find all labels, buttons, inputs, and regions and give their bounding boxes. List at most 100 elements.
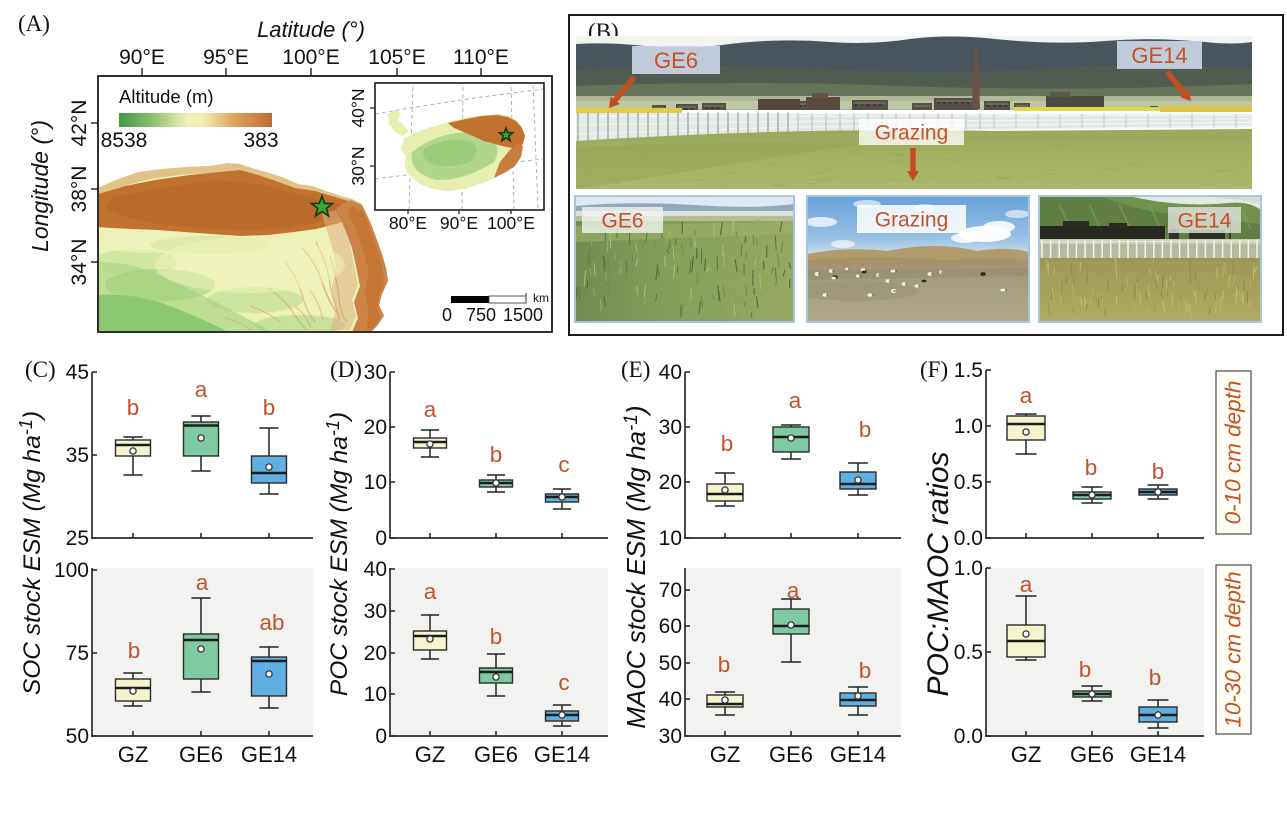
- svg-text:95°E: 95°E: [203, 46, 249, 69]
- svg-text:Longitude (°): Longitude (°): [27, 120, 53, 252]
- svg-text:90°E: 90°E: [119, 46, 165, 69]
- svg-text:42°N: 42°N: [68, 100, 91, 147]
- svg-text:383: 383: [243, 129, 278, 152]
- svg-text:GE14: GE14: [830, 742, 886, 767]
- svg-text:40: 40: [659, 361, 682, 384]
- svg-text:25: 25: [66, 527, 89, 550]
- svg-text:b: b: [1079, 657, 1092, 682]
- svg-text:30°N: 30°N: [348, 146, 368, 185]
- svg-text:40: 40: [364, 558, 387, 581]
- svg-text:(F): (F): [920, 357, 948, 382]
- svg-text:GZ: GZ: [1011, 742, 1042, 767]
- svg-text:b: b: [1149, 665, 1162, 690]
- svg-text:a: a: [196, 570, 209, 595]
- svg-text:b: b: [718, 652, 731, 677]
- svg-text:GE14: GE14: [1178, 210, 1232, 233]
- svg-text:100°E: 100°E: [487, 213, 535, 233]
- svg-text:b: b: [490, 442, 503, 467]
- svg-text:1500: 1500: [503, 305, 543, 325]
- svg-text:40°N: 40°N: [348, 88, 368, 127]
- svg-text:80°E: 80°E: [389, 213, 427, 233]
- svg-text:0-10 cm depth: 0-10 cm depth: [1221, 381, 1246, 525]
- svg-text:b: b: [1152, 459, 1165, 484]
- svg-text:Grazing: Grazing: [875, 209, 949, 232]
- svg-text:b: b: [721, 431, 734, 456]
- svg-text:34°N: 34°N: [68, 239, 91, 286]
- svg-text:b: b: [490, 624, 503, 649]
- svg-text:a: a: [424, 579, 437, 604]
- svg-text:km: km: [533, 291, 549, 305]
- svg-text:b: b: [859, 417, 872, 442]
- svg-text:0.0: 0.0: [954, 725, 983, 748]
- svg-text:38°N: 38°N: [68, 166, 91, 213]
- svg-text:ab: ab: [259, 610, 284, 635]
- svg-text:0.0: 0.0: [954, 527, 983, 550]
- svg-text:10-30 cm depth: 10-30 cm depth: [1221, 571, 1246, 727]
- svg-text:60: 60: [659, 615, 682, 638]
- svg-text:50: 50: [659, 652, 682, 675]
- svg-text:10: 10: [364, 683, 387, 706]
- svg-text:10: 10: [659, 527, 682, 550]
- svg-text:MAOC stock ESM (Mg ha-1): MAOC stock ESM (Mg ha-1): [621, 405, 651, 728]
- svg-text:50: 50: [66, 725, 89, 748]
- svg-text:c: c: [558, 670, 569, 695]
- svg-text:GE6: GE6: [769, 742, 813, 767]
- svg-text:0: 0: [375, 725, 387, 748]
- svg-text:Grazing: Grazing: [875, 122, 949, 145]
- svg-text:Altitude (m): Altitude (m): [119, 86, 214, 107]
- svg-text:GE6: GE6: [474, 742, 518, 767]
- svg-text:POC:MAOC ratios: POC:MAOC ratios: [922, 451, 955, 696]
- svg-text:a: a: [1020, 383, 1033, 408]
- svg-text:0.5: 0.5: [954, 471, 983, 494]
- svg-text:110°E: 110°E: [453, 46, 509, 69]
- svg-text:35: 35: [66, 444, 89, 467]
- svg-text:GE14: GE14: [1130, 742, 1186, 767]
- svg-text:a: a: [1020, 572, 1033, 597]
- svg-text:a: a: [424, 397, 437, 422]
- svg-text:GE6: GE6: [179, 742, 223, 767]
- svg-text:GE14: GE14: [1131, 43, 1187, 68]
- svg-text:(E): (E): [621, 357, 650, 382]
- svg-text:POC stock ESM (Mg ha-1): POC stock ESM (Mg ha-1): [323, 412, 353, 696]
- svg-text:SOC stock ESM (Mg ha-1): SOC stock ESM (Mg ha-1): [16, 411, 46, 695]
- svg-text:105°E: 105°E: [368, 46, 425, 69]
- svg-text:1.5: 1.5: [954, 359, 983, 382]
- svg-text:GE6: GE6: [601, 210, 643, 233]
- svg-text:70: 70: [659, 579, 682, 602]
- svg-text:1.0: 1.0: [954, 557, 983, 580]
- svg-text:20: 20: [659, 471, 682, 494]
- svg-text:20: 20: [364, 642, 387, 665]
- svg-text:(D): (D): [330, 357, 362, 382]
- svg-text:45: 45: [66, 361, 89, 384]
- svg-text:GZ: GZ: [415, 742, 446, 767]
- svg-text:30: 30: [659, 416, 682, 439]
- svg-text:b: b: [127, 395, 140, 420]
- svg-text:b: b: [859, 658, 872, 683]
- svg-text:30: 30: [364, 361, 387, 384]
- svg-text:75: 75: [66, 642, 89, 665]
- svg-text:b: b: [128, 638, 141, 663]
- svg-text:Latitude (°): Latitude (°): [257, 17, 365, 42]
- svg-text:a: a: [195, 377, 208, 402]
- svg-text:GE6: GE6: [654, 48, 698, 73]
- svg-text:20: 20: [364, 416, 387, 439]
- svg-text:a: a: [789, 388, 802, 413]
- svg-text:(A): (A): [18, 11, 50, 36]
- svg-text:(C): (C): [25, 357, 56, 382]
- svg-text:0.5: 0.5: [954, 641, 983, 664]
- svg-text:40: 40: [659, 688, 682, 711]
- svg-text:90°E: 90°E: [440, 213, 478, 233]
- svg-text:1.0: 1.0: [954, 415, 983, 438]
- svg-text:GE14: GE14: [241, 742, 297, 767]
- svg-text:0: 0: [442, 305, 452, 325]
- svg-text:0: 0: [375, 527, 387, 550]
- svg-text:c: c: [558, 452, 569, 477]
- svg-text:GZ: GZ: [710, 742, 741, 767]
- svg-text:8538: 8538: [101, 129, 148, 152]
- svg-text:10: 10: [364, 471, 387, 494]
- svg-text:100: 100: [54, 559, 89, 582]
- svg-text:b: b: [263, 395, 276, 420]
- svg-text:100°E: 100°E: [282, 46, 339, 69]
- svg-text:750: 750: [466, 305, 496, 325]
- svg-text:a: a: [787, 578, 800, 603]
